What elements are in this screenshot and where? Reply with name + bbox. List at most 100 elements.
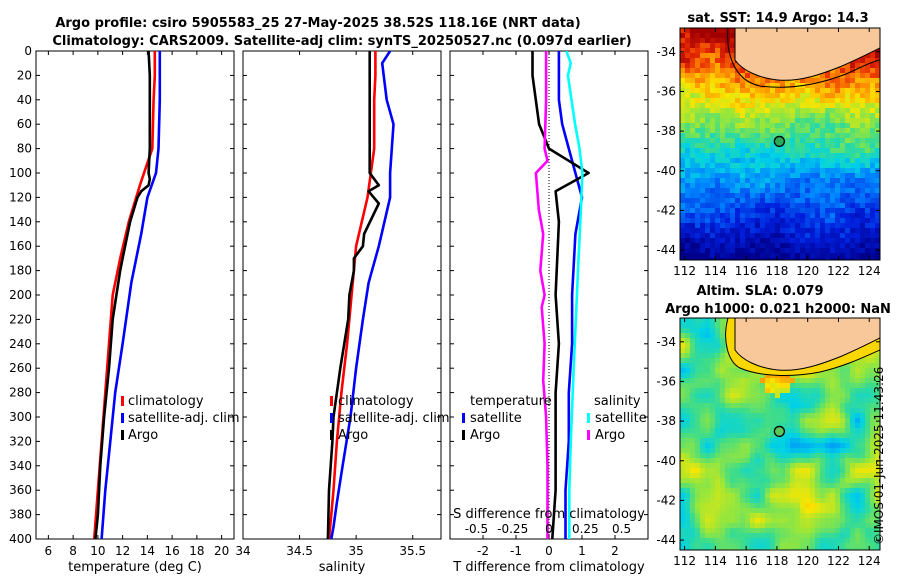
- sst-cell: [865, 113, 871, 119]
- sst-cell: [740, 223, 746, 229]
- sst-cell: [770, 143, 776, 149]
- sla-cell: [795, 548, 801, 550]
- sst-cell: [785, 208, 791, 214]
- ytick-label: 360: [9, 483, 32, 497]
- sla-cell: [770, 533, 776, 539]
- sla-cell: [780, 513, 786, 519]
- sst-cell: [755, 168, 761, 174]
- sla-cell: [770, 543, 776, 549]
- sla-cell: [700, 523, 706, 529]
- sla-cell: [715, 343, 721, 349]
- sla-cell: [875, 438, 880, 444]
- sla-cell: [720, 493, 726, 499]
- sst-cell: [810, 138, 816, 144]
- sla-cell: [720, 433, 726, 439]
- sla-cell: [765, 373, 771, 379]
- sla-cell: [705, 433, 711, 439]
- sst-cell: [735, 233, 741, 239]
- sst-cell: [825, 233, 831, 239]
- sst-cell: [750, 203, 756, 209]
- sst-cell: [705, 108, 711, 114]
- sst-cell: [715, 218, 721, 224]
- sla-cell: [840, 523, 846, 529]
- sla-cell: [820, 383, 826, 389]
- map-xtick-label: 120: [796, 264, 819, 278]
- sst-cell: [790, 213, 796, 219]
- sst-cell: [770, 193, 776, 199]
- sla-cell: [735, 533, 741, 539]
- sst-cell: [865, 258, 871, 260]
- sst-cell: [740, 78, 746, 84]
- sla-cell: [775, 438, 781, 444]
- sla-cell: [830, 528, 836, 534]
- sst-cell: [685, 78, 691, 84]
- sst-cell: [840, 233, 846, 239]
- sla-cell: [805, 418, 811, 424]
- sla-cell: [765, 493, 771, 499]
- sst-cell: [715, 163, 721, 169]
- sst-cell: [815, 143, 821, 149]
- sla-cell: [705, 493, 711, 499]
- sla-cell: [775, 423, 781, 429]
- sst-cell: [840, 223, 846, 229]
- ytick-label: 20: [17, 68, 32, 82]
- sla-cell: [760, 533, 766, 539]
- sst-cell: [820, 253, 826, 259]
- sla-cell: [815, 518, 821, 524]
- sla-cell: [860, 498, 866, 504]
- sla-cell: [860, 483, 866, 489]
- sst-cell: [805, 158, 811, 164]
- sst-cell: [870, 168, 876, 174]
- sla-cell: [770, 468, 776, 474]
- sst-cell: [800, 243, 806, 249]
- sla-cell: [755, 518, 761, 524]
- sst-cell: [855, 238, 861, 244]
- sst-cell: [690, 138, 696, 144]
- salinity-ticks: 34 34.5 35 35.5: [235, 50, 441, 558]
- sla-cell: [770, 548, 776, 550]
- sst-cell: [810, 228, 816, 234]
- sst-cell: [745, 183, 751, 189]
- sst-cell: [785, 248, 791, 254]
- sst-cell: [760, 158, 766, 164]
- sla-cell: [825, 408, 831, 414]
- sla-cell: [765, 423, 771, 429]
- sst-cell: [855, 258, 861, 260]
- sla-cell: [775, 408, 781, 414]
- sla-cell: [700, 463, 706, 469]
- sla-cell: [805, 438, 811, 444]
- sst-cell: [735, 253, 741, 259]
- sla-cell: [825, 513, 831, 519]
- sst-cell: [725, 148, 731, 154]
- sla-cell: [855, 433, 861, 439]
- sla-cell: [855, 508, 861, 514]
- difference-xlabel: T difference from climatology: [452, 560, 645, 575]
- sla-cell: [800, 483, 806, 489]
- sst-cell: [700, 223, 706, 229]
- sst-cell: [680, 148, 686, 154]
- sla-cell: [830, 393, 836, 399]
- sla-cell: [865, 503, 871, 509]
- sla-cell: [760, 453, 766, 459]
- legend-swatch-t-satellite: [462, 413, 465, 423]
- sla-cell: [870, 443, 876, 449]
- sla-cell: [710, 463, 716, 469]
- sla-cell: [685, 323, 691, 329]
- sla-cell: [725, 503, 731, 509]
- sla-cell: [870, 428, 876, 434]
- sst-cell: [780, 103, 786, 109]
- sla-cell: [830, 458, 836, 464]
- sst-cell: [865, 183, 871, 189]
- sla-cell: [725, 438, 731, 444]
- sla-cell: [680, 328, 686, 334]
- sst-cell: [780, 233, 786, 239]
- sla-cell: [705, 458, 711, 464]
- sla-cell: [850, 483, 856, 489]
- sst-cell: [820, 198, 826, 204]
- sla-cell: [805, 413, 811, 419]
- sla-cell: [865, 363, 871, 369]
- sla-cell: [705, 408, 711, 414]
- sla-cell: [695, 503, 701, 509]
- sla-cell: [755, 543, 761, 549]
- sla-cell: [705, 403, 711, 409]
